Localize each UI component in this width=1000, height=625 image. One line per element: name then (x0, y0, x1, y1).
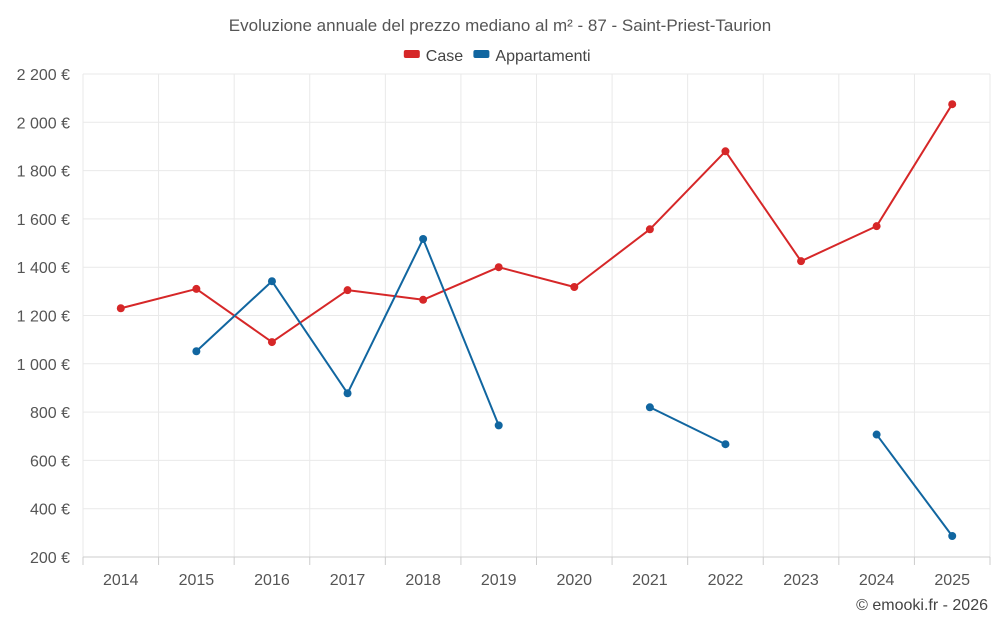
data-point-case[interactable] (948, 100, 957, 109)
series-case (116, 100, 957, 347)
data-point-appartamenti[interactable] (721, 440, 730, 449)
y-tick-label: 200 € (30, 550, 70, 567)
x-tick-label: 2015 (179, 572, 215, 589)
y-tick-label: 1 000 € (17, 357, 70, 374)
y-tick-label: 1 600 € (17, 212, 70, 229)
data-point-appartamenti[interactable] (192, 347, 201, 356)
series-segment-case (724, 150, 803, 263)
y-tick-label: 400 € (30, 502, 70, 519)
x-tick-label: 2020 (556, 572, 592, 589)
x-tick-label: 2022 (708, 572, 744, 589)
data-point-case[interactable] (721, 147, 730, 156)
x-tick-label: 2017 (330, 572, 366, 589)
data-point-case[interactable] (267, 338, 276, 347)
series-segment-case (800, 225, 878, 263)
data-point-case[interactable] (419, 295, 428, 304)
series-segment-case (573, 228, 651, 289)
data-point-case[interactable] (570, 283, 579, 292)
data-point-case[interactable] (797, 257, 806, 266)
data-point-appartamenti[interactable] (494, 421, 503, 430)
data-point-case[interactable] (872, 222, 881, 231)
series-appartamenti (192, 234, 957, 540)
data-point-case[interactable] (645, 225, 654, 234)
x-tick-label: 2025 (934, 572, 970, 589)
legend: Case Appartamenti (403, 48, 591, 65)
data-point-appartamenti[interactable] (343, 389, 352, 398)
x-tick-label: 2021 (632, 572, 668, 589)
series-segment-case (270, 289, 349, 344)
x-tick-label: 2018 (405, 572, 441, 589)
legend-item-appartamenti[interactable]: Appartamenti (473, 48, 591, 65)
data-point-appartamenti[interactable] (948, 531, 957, 540)
x-tick-label: 2024 (859, 572, 895, 589)
legend-label: Case (426, 48, 463, 65)
data-point-appartamenti[interactable] (872, 430, 881, 439)
series-segment-case (422, 266, 500, 301)
y-tick-label: 1 200 € (17, 309, 70, 326)
series-segment-case (346, 289, 425, 301)
series-segment-appartamenti (346, 237, 425, 395)
y-tick-label: 2 000 € (17, 115, 70, 132)
series-segment-case (875, 103, 954, 228)
legend-swatch (473, 50, 490, 58)
data-point-case[interactable] (116, 304, 125, 313)
x-tick-label: 2014 (103, 572, 139, 589)
series-layer (116, 100, 957, 540)
legend-item-case[interactable]: Case (403, 48, 463, 65)
series-segment-case (119, 287, 198, 310)
series-segment-appartamenti (875, 433, 954, 537)
data-point-case[interactable] (192, 284, 201, 293)
y-tick-label: 2 200 € (17, 67, 70, 84)
x-tick-label: 2019 (481, 572, 517, 589)
y-tick-label: 1 400 € (17, 260, 70, 277)
chart-title: Evoluzione annuale del prezzo mediano al… (229, 16, 771, 35)
data-point-case[interactable] (343, 286, 352, 295)
data-point-appartamenti[interactable] (645, 403, 654, 412)
credit-text: © emooki.fr - 2026 (856, 597, 988, 614)
series-segment-case (648, 150, 727, 231)
data-point-case[interactable] (494, 263, 503, 272)
legend-label: Appartamenti (495, 48, 590, 65)
axes: 200 € 400 € 600 € 800 € 1 000 € 1 200 € 1 400 … (17, 67, 991, 589)
data-point-appartamenti[interactable] (419, 234, 428, 243)
series-segment-appartamenti (422, 237, 500, 427)
y-tick-label: 600 € (30, 453, 70, 470)
series-segment-appartamenti (648, 406, 727, 446)
x-tick-label: 2016 (254, 572, 290, 589)
legend-swatch (403, 50, 420, 58)
y-tick-label: 1 800 € (17, 164, 70, 181)
grid (82, 73, 991, 557)
y-tick-label: 800 € (30, 405, 70, 422)
x-tick-label: 2023 (783, 572, 819, 589)
series-segment-appartamenti (195, 280, 273, 353)
data-point-appartamenti[interactable] (267, 277, 276, 286)
series-segment-appartamenti (270, 280, 349, 395)
series-segment-case (497, 266, 576, 289)
